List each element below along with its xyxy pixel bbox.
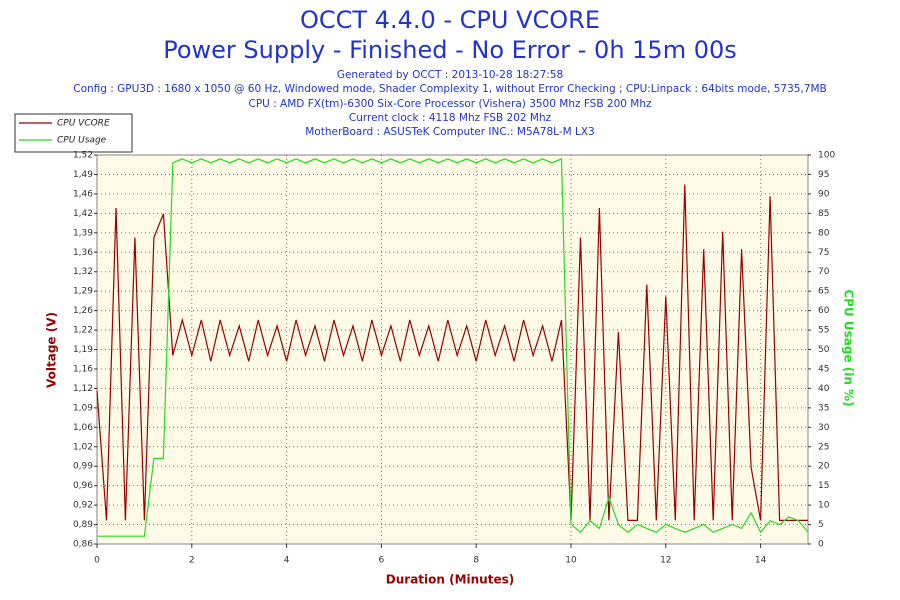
y-tick-label: 1,16 bbox=[73, 364, 93, 374]
y-tick-label: 1,36 bbox=[73, 248, 93, 258]
legend-label: CPU Usage bbox=[57, 136, 107, 146]
x-axis-label: Duration (Minutes) bbox=[386, 573, 514, 587]
y-tick-label: 1,12 bbox=[73, 384, 93, 394]
y2-tick-label: 25 bbox=[818, 442, 829, 452]
y2-tick-label: 20 bbox=[818, 462, 830, 472]
y-tick-label: 1,39 bbox=[73, 228, 93, 238]
legend-label: CPU VCORE bbox=[57, 119, 110, 129]
series-line bbox=[96, 184, 808, 521]
y2-tick-label: 85 bbox=[818, 209, 829, 219]
y-tick-label: 1,19 bbox=[73, 345, 93, 355]
chart-title: OCCT 4.4.0 - CPU VCORE bbox=[300, 6, 600, 34]
y-tick-label: 0,96 bbox=[73, 481, 93, 491]
y-tick-label: 1,09 bbox=[73, 403, 93, 413]
info-line: CPU : AMD FX(tm)-6300 Six-Core Processor… bbox=[248, 98, 651, 110]
y2-tick-label: 45 bbox=[818, 364, 829, 374]
legend: CPU VCORE CPU Usage bbox=[14, 113, 133, 153]
y-tick-label: 1,26 bbox=[73, 306, 93, 316]
y2-tick-label: 55 bbox=[818, 326, 829, 336]
x-tick-label: 12 bbox=[660, 556, 671, 566]
x-tick-label: 8 bbox=[473, 556, 479, 566]
y-tick-label: 0,99 bbox=[73, 462, 93, 472]
info-line: Config : GPU3D : 1680 x 1050 @ 60 Hz, Wi… bbox=[73, 83, 826, 95]
x-tick-label: 14 bbox=[755, 556, 767, 566]
info-line: MotherBoard : ASUSTeK Computer INC.: M5A… bbox=[305, 126, 595, 138]
y2-tick-label: 70 bbox=[818, 267, 830, 277]
y2-tick-label: 15 bbox=[818, 481, 829, 491]
y2-tick-label: 80 bbox=[818, 228, 830, 238]
y-tick-label: 1,46 bbox=[73, 189, 93, 199]
y2-tick-label: 75 bbox=[818, 248, 829, 258]
info-line: Current clock : 4118 Mhz FSB 202 Mhz bbox=[349, 112, 552, 124]
x-tick-label: 2 bbox=[189, 556, 195, 566]
y2-tick-label: 10 bbox=[818, 501, 830, 511]
y2-tick-label: 65 bbox=[818, 287, 829, 297]
x-tick-label: 4 bbox=[284, 556, 290, 566]
y-tick-label: 1,32 bbox=[73, 267, 93, 277]
y-tick-label: 1,49 bbox=[73, 170, 93, 180]
x-tick-label: 6 bbox=[379, 556, 385, 566]
y-tick-label: 0,89 bbox=[73, 520, 93, 530]
y-tick-label: 0,86 bbox=[73, 540, 93, 550]
y-tick-label: 1,52 bbox=[73, 151, 93, 161]
y2-tick-label: 30 bbox=[818, 423, 830, 433]
y2-tick-label: 90 bbox=[818, 189, 830, 199]
y2-tick-label: 50 bbox=[818, 345, 830, 355]
chart-subtitle: Power Supply - Finished - No Error - 0h … bbox=[163, 36, 737, 64]
y-axis-label: Voltage (V) bbox=[45, 312, 59, 388]
y2-axis-label: CPU Usage (in %) bbox=[842, 289, 856, 406]
y2-tick-label: 0 bbox=[818, 540, 824, 550]
y-tick-label: 1,06 bbox=[73, 423, 93, 433]
y2-tick-label: 40 bbox=[818, 384, 830, 394]
y2-tick-label: 95 bbox=[818, 170, 829, 180]
y2-tick-label: 60 bbox=[818, 306, 830, 316]
y2-tick-label: 35 bbox=[818, 403, 829, 413]
y-tick-label: 1,02 bbox=[73, 442, 93, 452]
y-tick-label: 0,92 bbox=[73, 501, 93, 511]
info-line: Generated by OCCT : 2013-10-28 18:27:58 bbox=[337, 69, 563, 81]
x-tick-label: 10 bbox=[565, 556, 577, 566]
y-tick-label: 1,42 bbox=[73, 209, 93, 219]
y-tick-label: 1,22 bbox=[73, 326, 93, 336]
y2-tick-label: 5 bbox=[818, 520, 824, 530]
series-line bbox=[97, 158, 809, 537]
y2-tick-label: 100 bbox=[818, 151, 835, 161]
y-tick-label: 1,29 bbox=[73, 287, 93, 297]
x-tick-label: 0 bbox=[94, 556, 100, 566]
legend-box bbox=[14, 113, 133, 153]
